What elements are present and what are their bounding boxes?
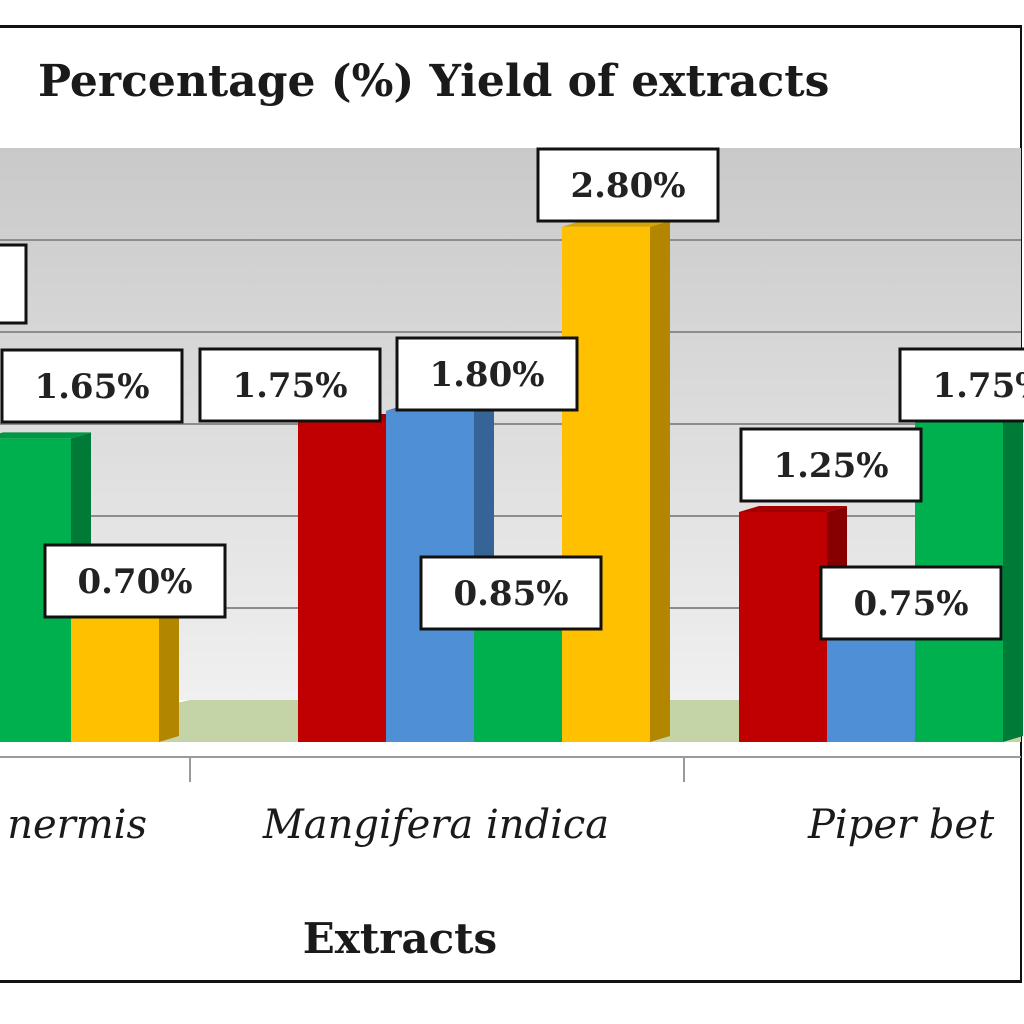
data-label-box: [536, 147, 720, 223]
data-label-text: 0.85%: [453, 574, 568, 614]
data-label: 0.75%: [819, 565, 1003, 641]
bar-side: [1003, 414, 1023, 742]
category-label: nermis: [7, 802, 147, 848]
data-label-text: 1.75%: [932, 366, 1024, 406]
bars: [0, 220, 1023, 743]
data-label-text: 1.80%: [429, 355, 544, 395]
data-label: 1.65%: [0, 348, 184, 424]
data-label: 1.75%: [198, 347, 382, 423]
data-label-text: 0.75%: [853, 584, 968, 624]
data-label-box: [395, 336, 579, 412]
data-label: 0.70%: [43, 543, 227, 619]
data-label: 1.80%: [395, 336, 579, 412]
data-label-text: 1.65%: [34, 367, 149, 407]
bar-top: [0, 432, 91, 439]
data-label-text: 1.25%: [773, 446, 888, 486]
data-labels: 1.65% 0.70% 1.75% 1.80% 0.85% 2.80% 1.25% 0.75%…: [0, 147, 1024, 641]
data-label: 1.75%: [898, 347, 1024, 423]
bar-top: [739, 506, 847, 512]
x-axis-title: Extracts: [303, 914, 497, 963]
category-label: Piper bet: [807, 802, 995, 848]
bar-front: [739, 512, 827, 742]
data-label-box: [43, 543, 227, 619]
data-label: 2.80%: [536, 147, 720, 223]
bar-front: [562, 226, 650, 743]
data-label-text: 2.80%: [570, 166, 685, 206]
chart-title: Percentage (%) Yield of extracts: [38, 56, 829, 107]
data-label: 1.25%: [739, 427, 923, 503]
bar-side: [650, 220, 670, 743]
data-label-text: 0.70%: [77, 562, 192, 602]
data-label-box-cropped: [0, 243, 28, 325]
data-label-box: [898, 347, 1024, 423]
bar: [71, 607, 179, 742]
bar-front: [298, 420, 386, 742]
gridlines: [0, 239, 1021, 609]
bar-side: [159, 607, 179, 742]
data-label-text: 1.75%: [232, 366, 347, 406]
data-label-box: [0, 348, 184, 424]
data-label-box: [419, 555, 603, 631]
data-label-box: [198, 347, 382, 423]
data-label: 0.85%: [419, 555, 603, 631]
bar: [562, 220, 670, 743]
data-label-box: [819, 565, 1003, 641]
data-label-box: [739, 427, 923, 503]
category-label: Mangifera indica: [262, 802, 609, 848]
bar-front: [71, 613, 159, 742]
